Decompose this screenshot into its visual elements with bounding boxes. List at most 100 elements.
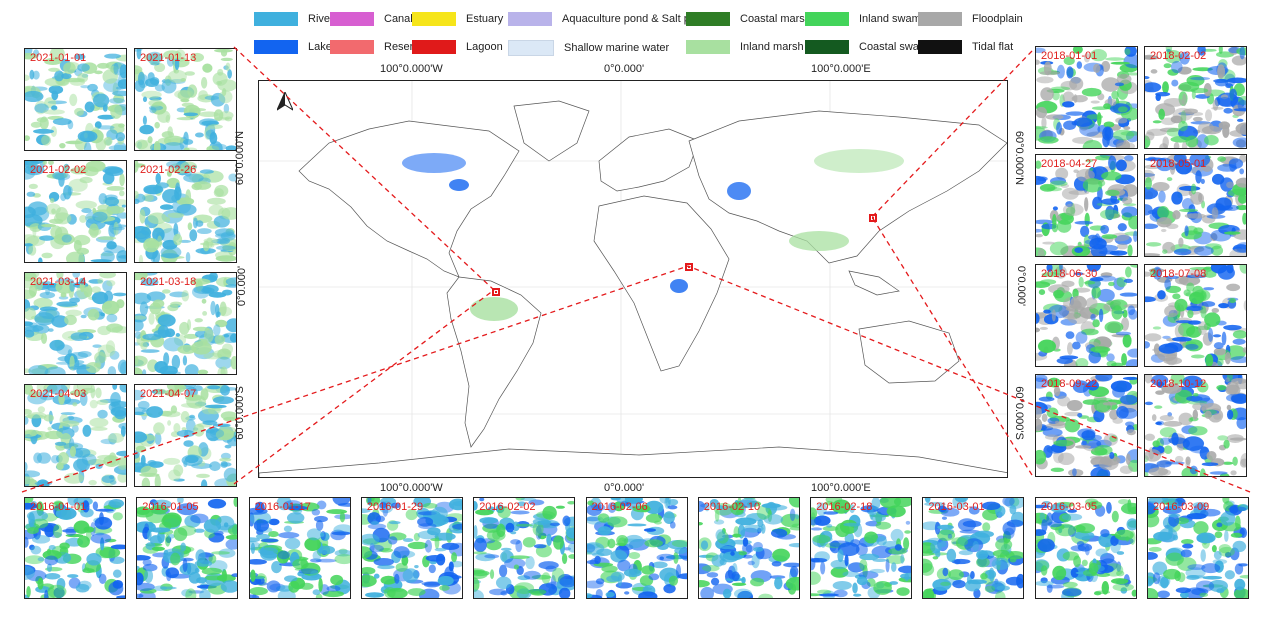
legend-swatch	[805, 12, 849, 26]
legend-item-inland-marsh: Inland marsh	[686, 40, 804, 54]
tile-classification-map	[25, 273, 126, 374]
wetland-tile-left-4: 2021-03-14	[24, 272, 127, 375]
tile-classification-map	[586, 498, 687, 598]
wetland-tile-bottom-5: 2016-02-06	[585, 497, 688, 599]
legend-item-lagoon: Lagoon	[412, 40, 503, 54]
lat-label-right-s: 60°0.000'S	[1012, 386, 1025, 440]
tile-classification-map	[923, 498, 1024, 598]
lon-label-top-w: 100°0.000'W	[380, 63, 443, 75]
great-lakes	[449, 179, 469, 191]
tile-classification-map	[135, 161, 236, 262]
legend-swatch	[686, 40, 730, 54]
tile-date-label: 2016-02-18	[816, 501, 873, 513]
tile-classification-map	[1036, 155, 1137, 256]
greenland-landmass	[513, 100, 590, 162]
lat-label-left-0: 0°0.000'	[236, 265, 249, 307]
tile-date-label: 2016-03-05	[1040, 501, 1097, 513]
legend-label: Floodplain	[972, 13, 1023, 25]
wetland-tile-left-3: 2021-02-26	[134, 160, 237, 263]
world-map-canvas	[259, 81, 1007, 477]
wetland-tile-right-6: 2018-09-22	[1035, 374, 1138, 477]
tile-classification-map	[1145, 375, 1246, 476]
tile-date-label: 2018-01-01	[1041, 50, 1098, 62]
wetland-tile-bottom-2: 2016-01-17	[248, 497, 351, 599]
legend-swatch	[412, 12, 456, 26]
wetland-tile-left-1: 2021-01-13	[134, 48, 237, 151]
legend-label: Coastal marsh	[740, 13, 811, 25]
wetland-tile-left-6: 2021-04-03	[24, 384, 127, 487]
tile-date-label: 2018-07-08	[1150, 268, 1207, 280]
tile-date-label: 2021-04-03	[30, 388, 87, 400]
legend-item-lake: Lake	[254, 40, 332, 54]
legend-label: Aquaculture pond & Salt pan	[562, 13, 703, 25]
legend-label: Inland marsh	[740, 41, 804, 53]
legend-swatch	[330, 40, 374, 54]
legend-swatch	[686, 12, 730, 26]
tile-date-label: 2016-02-10	[703, 501, 761, 513]
tile-date-label: 2018-09-22	[1041, 378, 1098, 390]
tile-classification-map	[135, 273, 236, 374]
wetland-tile-bottom-0: 2016-01-01	[24, 497, 126, 599]
tile-date-label: 2016-02-06	[591, 501, 648, 513]
legend-label: Estuary	[466, 13, 504, 25]
southeast-asia-islands	[848, 270, 900, 296]
north-arrow-icon	[277, 92, 293, 111]
legend-item-canal: Canal	[330, 12, 413, 26]
legend-item-shallow-marine-water: Shallow marine water	[508, 40, 669, 56]
legend-swatch	[254, 12, 298, 26]
africa-landmass	[593, 195, 730, 372]
tile-classification-map	[25, 161, 126, 262]
legend-swatch	[330, 12, 374, 26]
legend-item-coastal-marsh: Coastal marsh	[686, 12, 811, 26]
tile-classification-map	[25, 49, 126, 150]
tile-classification-map	[249, 498, 350, 598]
tile-classification-map	[1036, 265, 1137, 366]
tile-date-label: 2016-01-29	[366, 501, 424, 513]
antarctica-landmass	[259, 446, 1007, 477]
legend-label: Lagoon	[466, 41, 503, 53]
lon-label-top-e: 100°0.000'E	[811, 63, 871, 75]
tile-classification-map	[135, 385, 236, 486]
legend-label: River	[308, 13, 334, 25]
lat-label-right-0: 0°0.000'	[1015, 265, 1028, 307]
tile-classification-map	[135, 49, 236, 150]
legend-label: Canal	[384, 13, 413, 25]
wetland-tile-bottom-7: 2016-02-18	[810, 497, 913, 599]
wetland-tile-right-1: 2018-02-02	[1144, 46, 1247, 149]
wetland-tile-bottom-4: 2016-02-02	[473, 497, 576, 599]
legend-item-river: River	[254, 12, 334, 26]
tile-classification-map	[137, 498, 238, 598]
tile-classification-map	[1145, 265, 1246, 366]
tile-date-label: 2016-02-02	[479, 501, 536, 513]
lake-victoria	[670, 279, 688, 293]
lat-label-right-n: 60°0.000'N	[1013, 130, 1026, 186]
wetland-tile-right-4: 2018-06-30	[1035, 264, 1138, 367]
north-america-lakes	[402, 153, 466, 173]
lon-label-bottom-w: 100°0.000'W	[380, 482, 443, 494]
wetland-tile-right-3: 2018-05-01	[1144, 154, 1247, 257]
wetland-tile-right-7: 2018-10-12	[1144, 374, 1247, 477]
tile-date-label: 2021-03-14	[30, 276, 87, 288]
legend-item-aquaculture-pond-salt-pan: Aquaculture pond & Salt pan	[508, 12, 702, 26]
legend-item-coastal-swamp: Coastal swamp	[805, 40, 934, 54]
world-map	[258, 80, 1008, 478]
wetland-tile-bottom-9: 2016-03-05	[1034, 497, 1137, 599]
wetland-tile-left-0: 2021-01-01	[24, 48, 127, 151]
legend-item-estuary: Estuary	[412, 12, 503, 26]
legend-item-floodplain: Floodplain	[918, 12, 1023, 26]
tile-date-label: 2016-03-09	[1153, 501, 1210, 513]
legend-label: Lake	[308, 41, 332, 53]
tile-date-label: 2021-04-07	[140, 388, 197, 400]
amazon-wetland	[470, 297, 518, 321]
legend-label: Tidal flat	[972, 41, 1014, 53]
legend-swatch	[805, 40, 849, 54]
wetland-tile-bottom-3: 2016-01-29	[360, 497, 463, 599]
lat-label-left-s: 60°0.000'S	[233, 386, 246, 440]
tile-date-label: 2021-01-01	[30, 52, 87, 64]
wetland-tile-bottom-8: 2016-03-01	[922, 497, 1025, 599]
legend-swatch	[508, 12, 552, 26]
wetland-tile-right-2: 2018-04-27	[1035, 154, 1138, 257]
wetland-tile-right-5: 2018-07-08	[1144, 264, 1247, 367]
tile-date-label: 2018-06-30	[1041, 268, 1098, 280]
tile-classification-map	[811, 498, 912, 598]
